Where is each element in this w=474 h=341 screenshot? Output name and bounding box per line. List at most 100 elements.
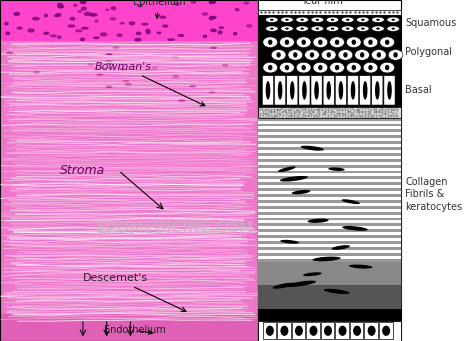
- Bar: [258, 247, 401, 250]
- Ellipse shape: [368, 40, 373, 45]
- Ellipse shape: [313, 37, 328, 47]
- Ellipse shape: [326, 26, 339, 31]
- Bar: [258, 226, 401, 229]
- Ellipse shape: [265, 81, 270, 100]
- Ellipse shape: [376, 28, 380, 30]
- Ellipse shape: [56, 14, 61, 16]
- Ellipse shape: [352, 40, 356, 45]
- Bar: [258, 162, 401, 165]
- Ellipse shape: [265, 26, 278, 31]
- Ellipse shape: [392, 19, 395, 21]
- Ellipse shape: [280, 240, 299, 244]
- Ellipse shape: [73, 4, 77, 6]
- Ellipse shape: [113, 47, 118, 48]
- Ellipse shape: [94, 37, 99, 39]
- Ellipse shape: [270, 28, 273, 30]
- Ellipse shape: [50, 35, 56, 37]
- Ellipse shape: [82, 7, 86, 10]
- Bar: [306, 322, 320, 339]
- Ellipse shape: [106, 54, 112, 55]
- Bar: [277, 322, 291, 339]
- Ellipse shape: [210, 16, 216, 19]
- Ellipse shape: [263, 37, 278, 47]
- Ellipse shape: [356, 17, 369, 23]
- Ellipse shape: [120, 23, 124, 24]
- Bar: [258, 294, 401, 297]
- Ellipse shape: [117, 34, 122, 36]
- Bar: [0, 0, 258, 41]
- Ellipse shape: [356, 26, 369, 31]
- Ellipse shape: [330, 62, 345, 73]
- Ellipse shape: [292, 190, 310, 194]
- Ellipse shape: [268, 40, 273, 45]
- Ellipse shape: [302, 81, 307, 100]
- Bar: [258, 170, 401, 174]
- Ellipse shape: [351, 81, 356, 100]
- Bar: [258, 306, 401, 309]
- Ellipse shape: [152, 67, 158, 69]
- Ellipse shape: [368, 65, 373, 70]
- Ellipse shape: [387, 81, 392, 100]
- Ellipse shape: [281, 326, 288, 336]
- Bar: [258, 165, 401, 167]
- Bar: [258, 259, 401, 262]
- Bar: [258, 32, 401, 73]
- Ellipse shape: [363, 37, 378, 47]
- Ellipse shape: [296, 37, 311, 47]
- Ellipse shape: [363, 62, 378, 73]
- Ellipse shape: [111, 7, 116, 10]
- Bar: [258, 144, 401, 147]
- Ellipse shape: [179, 100, 185, 102]
- Bar: [258, 285, 401, 288]
- Text: Collagen
Fibrils &
keratocytes: Collagen Fibrils & keratocytes: [405, 177, 463, 212]
- Ellipse shape: [211, 47, 217, 48]
- Ellipse shape: [305, 49, 319, 60]
- Ellipse shape: [380, 62, 394, 73]
- FancyBboxPatch shape: [347, 76, 359, 105]
- Ellipse shape: [266, 326, 274, 336]
- Ellipse shape: [209, 91, 215, 93]
- Ellipse shape: [313, 62, 328, 73]
- Text: Epithelium: Epithelium: [133, 0, 185, 18]
- FancyBboxPatch shape: [299, 76, 310, 105]
- Ellipse shape: [106, 61, 111, 62]
- Ellipse shape: [142, 24, 148, 25]
- Bar: [258, 147, 401, 150]
- Ellipse shape: [178, 34, 183, 36]
- Bar: [258, 174, 401, 176]
- Bar: [0, 0, 258, 341]
- Bar: [258, 176, 401, 179]
- Text: Endothelium: Endothelium: [104, 326, 166, 336]
- Bar: [335, 322, 349, 339]
- Bar: [258, 150, 401, 153]
- Bar: [258, 203, 401, 206]
- Ellipse shape: [234, 32, 237, 35]
- Bar: [258, 159, 401, 162]
- Ellipse shape: [338, 49, 353, 60]
- Ellipse shape: [387, 17, 400, 23]
- Ellipse shape: [285, 40, 289, 45]
- Text: Squamous: Squamous: [405, 18, 456, 28]
- Bar: [258, 321, 401, 341]
- Ellipse shape: [342, 199, 360, 204]
- Bar: [258, 270, 401, 273]
- Ellipse shape: [327, 81, 331, 100]
- Ellipse shape: [270, 19, 273, 21]
- Ellipse shape: [301, 28, 304, 30]
- Bar: [258, 0, 401, 341]
- Ellipse shape: [310, 326, 318, 336]
- Ellipse shape: [273, 283, 295, 288]
- Ellipse shape: [81, 1, 86, 3]
- Ellipse shape: [211, 1, 215, 3]
- Bar: [258, 244, 401, 247]
- Ellipse shape: [393, 52, 398, 58]
- FancyBboxPatch shape: [287, 76, 298, 105]
- Ellipse shape: [363, 81, 367, 100]
- Bar: [0, 0, 258, 341]
- FancyBboxPatch shape: [274, 76, 286, 105]
- Bar: [258, 197, 401, 200]
- Ellipse shape: [355, 49, 370, 60]
- Ellipse shape: [97, 74, 102, 75]
- Bar: [258, 182, 401, 185]
- Bar: [258, 10, 401, 15]
